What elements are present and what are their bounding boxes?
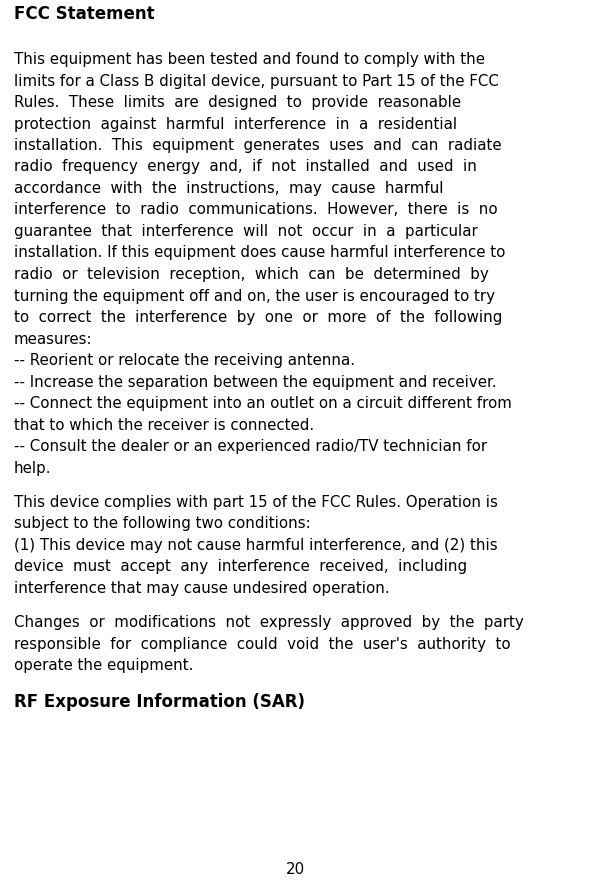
Text: Changes  or  modifications  not  expressly  approved  by  the  party: Changes or modifications not expressly a… (14, 614, 524, 629)
Text: installation. If this equipment does cause harmful interference to: installation. If this equipment does cau… (14, 245, 506, 260)
Text: (1) This device may not cause harmful interference, and (2) this: (1) This device may not cause harmful in… (14, 537, 497, 552)
Text: to  correct  the  interference  by  one  or  more  of  the  following: to correct the interference by one or mo… (14, 309, 502, 325)
Text: Rules.  These  limits  are  designed  to  provide  reasonable: Rules. These limits are designed to prov… (14, 95, 461, 110)
Text: radio  frequency  energy  and,  if  not  installed  and  used  in: radio frequency energy and, if not insta… (14, 159, 477, 174)
Text: measures:: measures: (14, 331, 93, 346)
Text: This equipment has been tested and found to comply with the: This equipment has been tested and found… (14, 52, 485, 67)
Text: installation.  This  equipment  generates  uses  and  can  radiate: installation. This equipment generates u… (14, 138, 502, 153)
Text: -- Reorient or relocate the receiving antenna.: -- Reorient or relocate the receiving an… (14, 352, 355, 367)
Text: 20: 20 (286, 861, 304, 876)
Text: device  must  accept  any  interference  received,  including: device must accept any interference rece… (14, 559, 467, 574)
Text: -- Consult the dealer or an experienced radio/TV technician for: -- Consult the dealer or an experienced … (14, 439, 487, 453)
Text: help.: help. (14, 460, 51, 475)
Text: interference that may cause undesired operation.: interference that may cause undesired op… (14, 580, 389, 595)
Text: -- Increase the separation between the equipment and receiver.: -- Increase the separation between the e… (14, 374, 497, 389)
Text: -- Connect the equipment into an outlet on a circuit different from: -- Connect the equipment into an outlet … (14, 395, 512, 410)
Text: guarantee  that  interference  will  not  occur  in  a  particular: guarantee that interference will not occ… (14, 224, 478, 239)
Text: RF Exposure Information (SAR): RF Exposure Information (SAR) (14, 692, 305, 710)
Text: accordance  with  the  instructions,  may  cause  harmful: accordance with the instructions, may ca… (14, 181, 444, 196)
Text: interference  to  radio  communications.  However,  there  is  no: interference to radio communications. Ho… (14, 202, 497, 217)
Text: radio  or  television  reception,  which  can  be  determined  by: radio or television reception, which can… (14, 266, 489, 282)
Text: This device complies with part 15 of the FCC Rules. Operation is: This device complies with part 15 of the… (14, 494, 498, 510)
Text: operate the equipment.: operate the equipment. (14, 658, 194, 672)
Text: subject to the following two conditions:: subject to the following two conditions: (14, 516, 310, 531)
Text: limits for a Class B digital device, pursuant to Part 15 of the FCC: limits for a Class B digital device, pur… (14, 73, 499, 89)
Text: responsible  for  compliance  could  void  the  user's  authority  to: responsible for compliance could void th… (14, 637, 510, 651)
Text: that to which the receiver is connected.: that to which the receiver is connected. (14, 417, 314, 432)
Text: protection  against  harmful  interference  in  a  residential: protection against harmful interference … (14, 116, 457, 131)
Text: turning the equipment off and on, the user is encouraged to try: turning the equipment off and on, the us… (14, 288, 495, 303)
Text: FCC Statement: FCC Statement (14, 5, 155, 23)
